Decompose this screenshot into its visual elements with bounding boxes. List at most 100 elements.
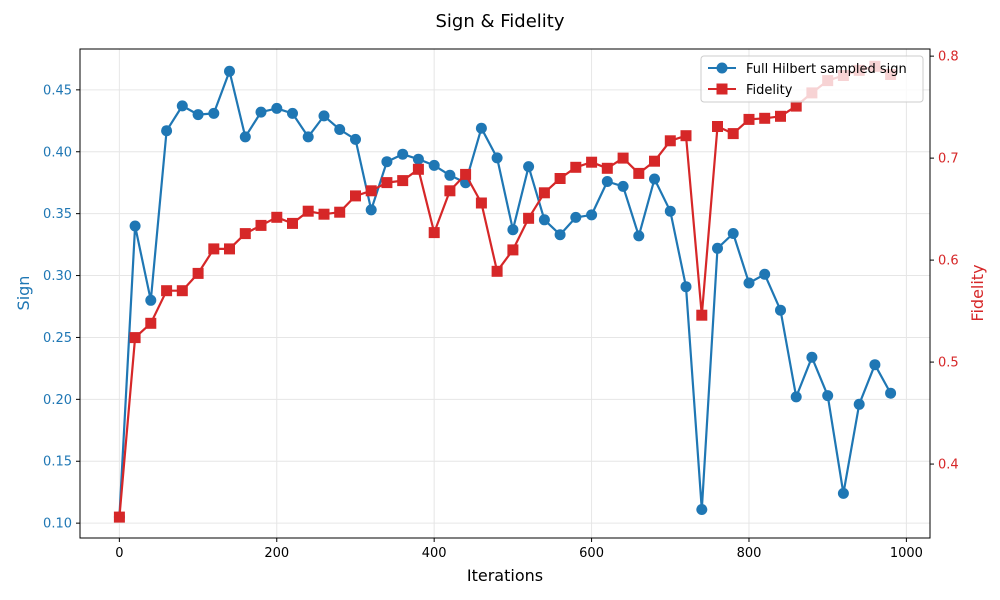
sign-data-point <box>586 209 598 221</box>
sign-data-point <box>885 387 897 399</box>
sign-data-point <box>759 268 771 280</box>
fidelity-data-point <box>145 317 157 329</box>
sign-data-point <box>318 110 330 122</box>
sign-data-point <box>334 124 346 135</box>
sign-data-point <box>381 156 393 168</box>
sign-data-point <box>869 359 881 371</box>
fidelity-data-point <box>176 285 188 297</box>
fidelity-data-point <box>381 177 393 189</box>
sign-data-point <box>145 294 157 306</box>
x-axis-label: Iterations <box>467 566 543 585</box>
legend-fidelity-label: Fidelity <box>746 83 793 98</box>
left-y-tick-label: 0.40 <box>43 145 72 160</box>
fidelity-data-point <box>790 100 802 112</box>
right-y-axis-label: Fidelity <box>968 264 987 321</box>
sign-data-point <box>129 220 141 232</box>
x-tick-label: 800 <box>737 546 762 561</box>
legend: Full Hilbert sampled sign Fidelity <box>700 55 924 103</box>
sign-data-point <box>428 159 440 171</box>
sign-data-point <box>161 125 173 137</box>
fidelity-data-point <box>475 197 487 209</box>
left-y-tick-label: 0.15 <box>43 455 72 470</box>
left-y-tick-label: 0.30 <box>43 269 72 284</box>
sign-data-point <box>397 148 409 160</box>
sign-data-point <box>176 100 188 112</box>
sign-data-point <box>302 131 314 143</box>
right-y-tick-label: 0.8 <box>938 50 959 65</box>
fidelity-data-point <box>696 309 708 321</box>
fidelity-data-point <box>743 113 755 125</box>
left-y-tick-label: 0.10 <box>43 517 72 532</box>
sign-data-point <box>475 122 487 134</box>
fidelity-data-point <box>538 187 550 199</box>
sign-data-point <box>570 211 582 223</box>
fidelity-data-point <box>712 121 723 132</box>
sign-data-point <box>696 504 708 515</box>
fidelity-data-point <box>412 163 424 175</box>
sign-data-point <box>837 487 849 499</box>
legend-box <box>700 55 924 103</box>
fidelity-data-point <box>523 212 535 224</box>
sign-data-point <box>727 228 739 239</box>
fidelity-data-point <box>318 208 330 220</box>
sign-data-point <box>239 131 251 143</box>
sign-data-point <box>412 153 424 165</box>
fidelity-data-point <box>759 112 771 124</box>
sign-data-point <box>365 204 377 216</box>
sign-data-point <box>633 230 645 242</box>
fidelity-data-point <box>664 135 676 147</box>
fidelity-data-point <box>365 185 377 197</box>
sign-data-point <box>743 277 755 289</box>
plot-frame <box>79 48 931 539</box>
fidelity-data-point <box>113 511 125 523</box>
left-y-tick-label: 0.25 <box>43 331 72 346</box>
right-y-tick-label: 0.4 <box>938 458 959 473</box>
sign-data-point <box>790 391 802 403</box>
fidelity-data-point <box>334 206 346 218</box>
fidelity-data-point <box>350 190 361 202</box>
grid <box>80 49 930 538</box>
fidelity-data-point <box>727 128 739 140</box>
fidelity-data-point <box>271 211 283 223</box>
left-y-axis-label: Sign <box>14 276 33 311</box>
fidelity-data-point <box>554 173 566 184</box>
sign-data-point <box>491 152 503 164</box>
right-y-tick-label: 0.5 <box>938 356 959 371</box>
legend-fidelity-marker <box>716 83 728 95</box>
right-y-tick-label: 0.7 <box>938 152 959 167</box>
left-y-tick-label: 0.45 <box>43 83 72 98</box>
fidelity-data-point <box>302 205 314 217</box>
sign-data-point <box>822 390 834 402</box>
sign-data-point <box>523 161 535 173</box>
sign-data-point <box>208 107 220 119</box>
x-tick-label: 400 <box>422 546 447 561</box>
fidelity-data-point <box>428 227 440 239</box>
ticks: 0 200 400 600 800 1000 0.10 0.15 0.20 0.25 0.30 0.3… <box>43 50 959 561</box>
fidelity-data-point <box>208 243 220 255</box>
sign-data-point <box>350 133 361 145</box>
sign-data-point <box>775 304 786 316</box>
sign-data-point <box>507 224 519 236</box>
series-layer <box>113 60 897 523</box>
right-y-tick-label: 0.6 <box>938 254 959 269</box>
fidelity-data-point <box>224 243 235 255</box>
fidelity-data-point <box>491 265 503 277</box>
sign-data-point <box>271 102 283 114</box>
fidelity-data-point <box>633 167 645 179</box>
fidelity-data-point <box>601 162 613 174</box>
fidelity-data-point <box>287 217 298 229</box>
sign-data-point <box>444 169 456 181</box>
x-tick-label: 1000 <box>890 546 923 561</box>
chart-title: Sign & Fidelity <box>436 11 565 32</box>
sign-data-point <box>806 351 818 363</box>
sign-data-point <box>224 65 235 77</box>
left-y-tick-label: 0.35 <box>43 207 72 222</box>
fidelity-data-point <box>161 285 173 297</box>
fidelity-data-point <box>649 155 660 167</box>
sign-data-point <box>538 214 550 226</box>
fidelity-data-point <box>586 156 598 168</box>
legend-sign-marker <box>716 62 728 74</box>
fidelity-data-point <box>460 168 472 180</box>
legend-sign-label: Full Hilbert sampled sign <box>746 62 907 77</box>
